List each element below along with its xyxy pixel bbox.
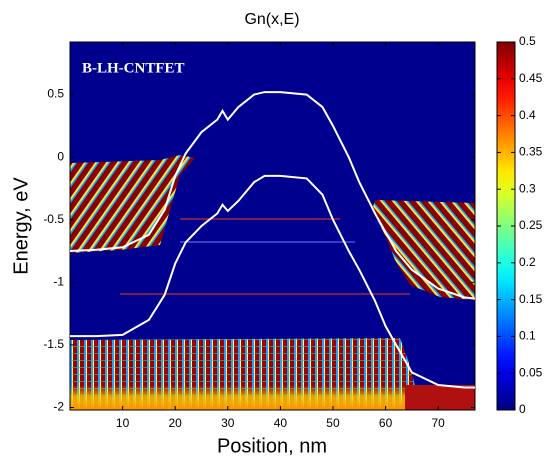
colorbar-tick-label: 0.05 <box>519 365 543 379</box>
colorbar-tick-label: 0.3 <box>519 181 536 195</box>
colorbar-tick-label: 0.45 <box>519 71 543 85</box>
y-tick-label: 0.5 <box>47 87 64 101</box>
heatmap-region <box>405 385 475 410</box>
annotation: B-LH-CNTFET <box>82 60 185 76</box>
heatmap <box>70 42 475 410</box>
colorbar-tick-label: 0.2 <box>519 255 536 269</box>
heatmap-region <box>372 200 475 300</box>
x-tick-label: 20 <box>169 416 183 430</box>
heatmap-region <box>70 155 195 253</box>
x-tick-label: 40 <box>274 416 288 430</box>
heatmap-region <box>70 385 410 410</box>
chart-title: Gn(x,E) <box>244 11 299 28</box>
colorbar-tick-label: 0.5 <box>519 34 536 48</box>
x-tick-label: 70 <box>432 416 446 430</box>
colorbar-tick-label: 0.35 <box>519 145 543 159</box>
y-tick-label: -2 <box>53 400 64 414</box>
y-tick-label: 0 <box>57 149 64 163</box>
colorbar-tick-label: 0.25 <box>519 218 543 232</box>
plot-frame <box>69 41 476 411</box>
x-tick-label: 60 <box>379 416 393 430</box>
colorbar-tick-label: 0 <box>519 402 526 416</box>
line <box>70 174 475 389</box>
y-tick-label: -0.5 <box>43 212 64 226</box>
colorbar-tick-label: 0.4 <box>519 108 536 122</box>
x-tick-label: 50 <box>326 416 340 430</box>
x-tick-label: 30 <box>221 416 235 430</box>
line <box>69 91 476 300</box>
colorbar-tick-label: 0.1 <box>519 329 536 343</box>
x-axis-label: Position, nm <box>217 435 327 457</box>
x-tick-label: 10 <box>116 416 130 430</box>
y-axis-label: Energy, eV <box>10 177 32 275</box>
colorbar-tick-label: 0.15 <box>519 292 543 306</box>
y-tick-label: -1 <box>53 274 64 288</box>
y-tick-label: -1.5 <box>43 337 64 351</box>
